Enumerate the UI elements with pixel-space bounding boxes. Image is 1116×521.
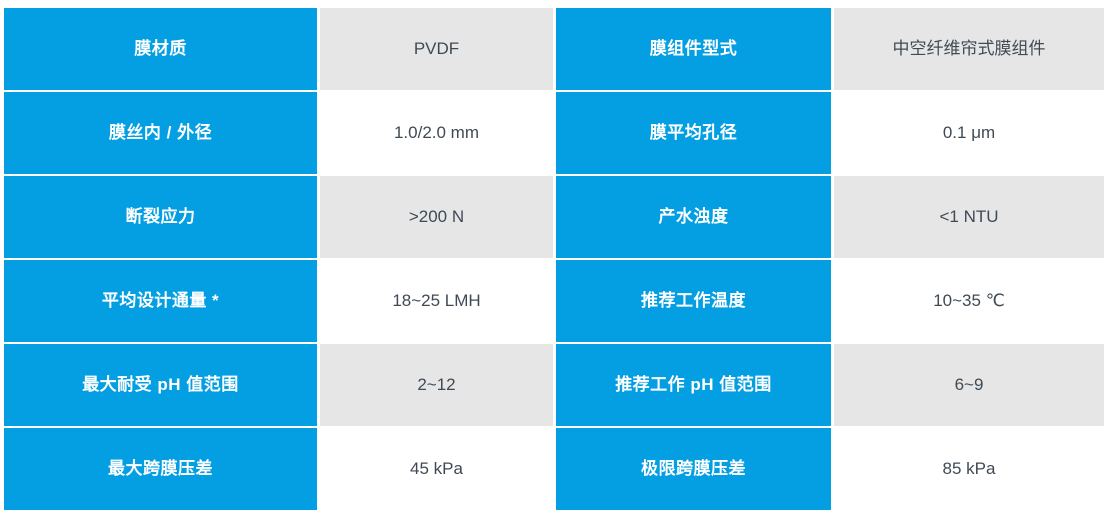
spec-label-cell: 平均设计通量 * (4, 260, 317, 342)
spec-value-cell: >200 N (320, 176, 553, 258)
spec-label-cell: 推荐工作 pH 值范围 (556, 344, 831, 426)
spec-label-cell: 膜平均孔径 (556, 92, 831, 174)
spec-value-cell: 1.0/2.0 mm (320, 92, 553, 174)
spec-value-cell: 10~35 ℃ (834, 260, 1104, 342)
spec-value-cell: 6~9 (834, 344, 1104, 426)
spec-value-cell: 18~25 LMH (320, 260, 553, 342)
spec-value-cell: 2~12 (320, 344, 553, 426)
spec-value-cell: 85 kPa (834, 428, 1104, 510)
spec-value-cell: PVDF (320, 8, 553, 90)
spec-value-cell: 45 kPa (320, 428, 553, 510)
spec-label-cell: 产水浊度 (556, 176, 831, 258)
spec-label-cell: 膜材质 (4, 8, 317, 90)
membrane-spec-table: 膜材质 PVDF 膜组件型式 中空纤维帘式膜组件 膜丝内 / 外径 1.0/2.… (4, 8, 1104, 510)
spec-label-cell: 推荐工作温度 (556, 260, 831, 342)
spec-value-cell: 0.1 μm (834, 92, 1104, 174)
spec-value-cell: 中空纤维帘式膜组件 (834, 8, 1104, 90)
spec-label-cell: 最大耐受 pH 值范围 (4, 344, 317, 426)
spec-label-cell: 膜丝内 / 外径 (4, 92, 317, 174)
spec-label-cell: 膜组件型式 (556, 8, 831, 90)
spec-value-cell: <1 NTU (834, 176, 1104, 258)
spec-label-cell: 最大跨膜压差 (4, 428, 317, 510)
spec-label-cell: 断裂应力 (4, 176, 317, 258)
spec-label-cell: 极限跨膜压差 (556, 428, 831, 510)
